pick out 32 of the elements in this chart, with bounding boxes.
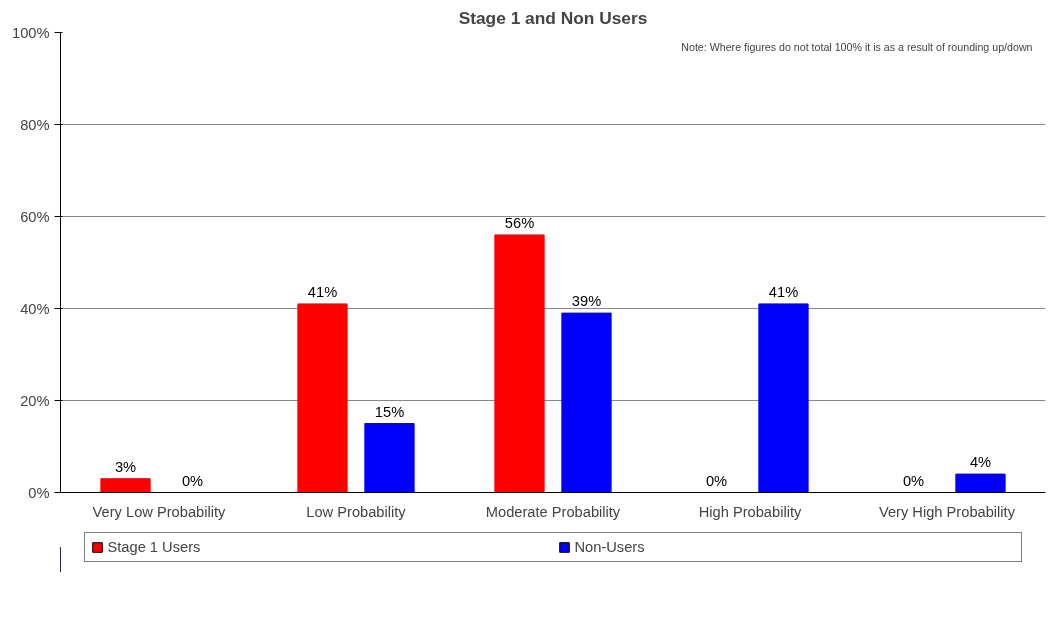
- data-label: 3%: [114, 458, 137, 475]
- bar: [494, 234, 545, 493]
- data-label: 39%: [571, 293, 602, 310]
- data-label: 41%: [768, 283, 799, 300]
- chart-title: Stage 1 and Non Users: [458, 7, 648, 28]
- bar: [955, 473, 1006, 493]
- y-tick-label: 0%: [28, 484, 50, 501]
- legend-label: Non-Users: [574, 539, 646, 555]
- legend-label: Stage 1 Users: [107, 539, 202, 555]
- bar: [100, 478, 151, 493]
- y-tick-label: 40%: [20, 300, 50, 317]
- bar: [364, 423, 415, 493]
- bar: [561, 312, 612, 493]
- x-tick-label: High Probability: [698, 503, 802, 520]
- y-tick-label: 100%: [12, 24, 50, 41]
- annotation: Note: Where figures do not total 100% it is as a result of rounding up/down: [681, 40, 1033, 53]
- y-tick-label: 60%: [20, 208, 50, 225]
- data-label: 4%: [969, 454, 992, 471]
- x-tick-label: Very High Probability: [878, 503, 1016, 520]
- bar: [758, 303, 809, 493]
- x-tick-label: Moderate Probability: [485, 503, 621, 520]
- data-label: 15%: [374, 403, 405, 420]
- data-label: 41%: [307, 283, 338, 300]
- y-tick-label: 20%: [20, 392, 50, 409]
- data-label: 0%: [181, 472, 204, 489]
- x-tick-label: Very Low Probability: [92, 503, 227, 520]
- x-tick-label: Low Probability: [306, 503, 407, 520]
- bar: [297, 303, 348, 493]
- data-label: 0%: [902, 472, 925, 489]
- data-label: 0%: [705, 472, 728, 489]
- y-tick-label: 80%: [20, 116, 50, 133]
- data-label: 56%: [504, 214, 535, 231]
